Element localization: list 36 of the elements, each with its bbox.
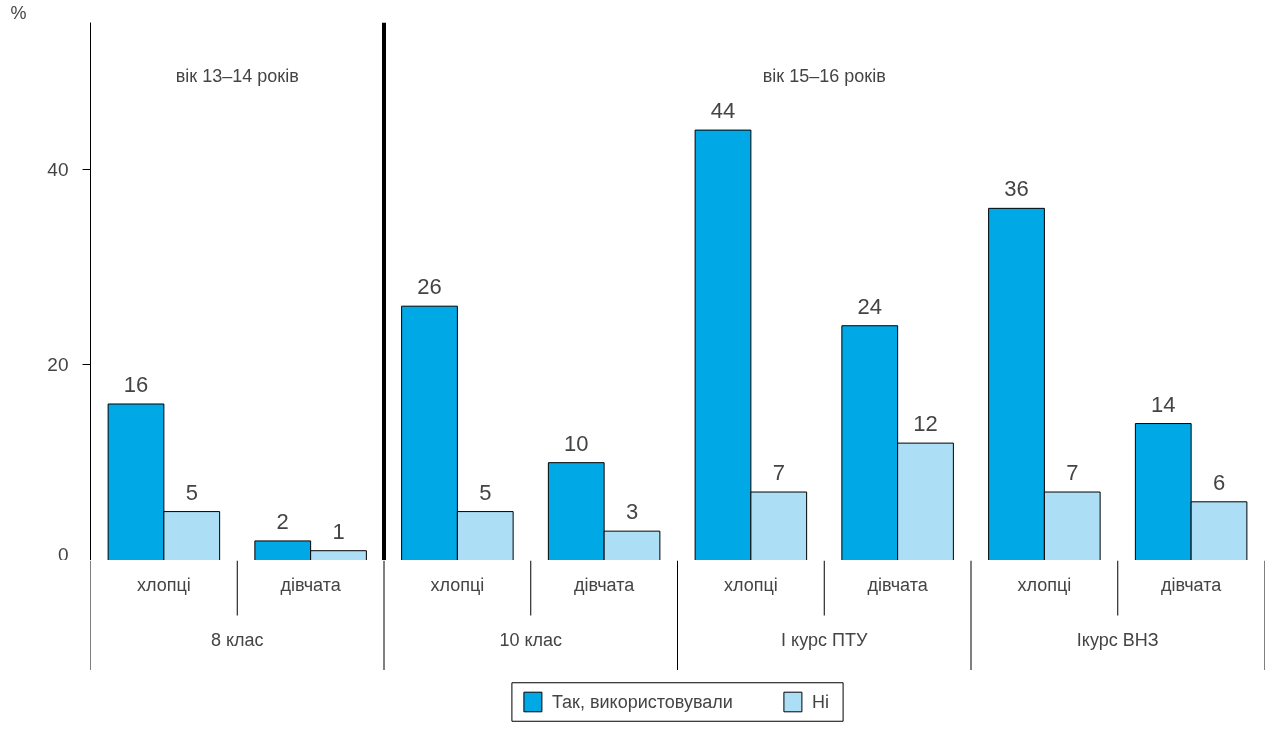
text: Ікурс ВНЗ [1076, 629, 1159, 650]
y-tick-label: 0 [57, 543, 69, 565]
data-label: 2 [276, 508, 289, 534]
data-label: 7 [1066, 460, 1079, 486]
data-label: 6 [1212, 469, 1226, 495]
legend-label: Ні [811, 692, 829, 712]
data-label: 16 [123, 371, 149, 397]
x-tick-label: дівчата [280, 574, 342, 595]
text: 10 клас [499, 629, 563, 650]
annotation: вік 13–14 років [175, 66, 299, 87]
x-tick-label: хлопці [723, 574, 778, 595]
data-label: 14 [1151, 391, 1176, 417]
data-label: 3 [625, 499, 639, 525]
data-label: 5 [185, 479, 198, 505]
y-tick-label: 40 [47, 158, 69, 180]
data-label: 24 [857, 293, 882, 319]
y-axis-title: % [10, 2, 27, 23]
legend-label: Так, використовували [551, 692, 733, 712]
data-label: 5 [479, 479, 492, 505]
data-label: 44 [710, 98, 736, 124]
y-tick-label: 20 [47, 354, 69, 376]
data-label: 7 [772, 460, 785, 486]
data-label: 1 [332, 518, 345, 544]
data-label: 12 [913, 411, 938, 437]
annotation: вік 15–16 років [762, 66, 886, 87]
x-tick-label: хлопці [430, 574, 485, 595]
x-tick-label: дівчата [573, 574, 636, 595]
data-label: 26 [417, 274, 442, 300]
text: І курс ПТУ [781, 629, 868, 650]
text: 8 клас [210, 629, 264, 650]
x-tick-label: хлопці [1017, 574, 1072, 595]
x-tick-label: дівчата [867, 574, 929, 595]
x-tick-label: дівчата [1160, 574, 1223, 595]
data-label: 10 [564, 430, 589, 456]
x-tick-label: хлопці [136, 574, 191, 595]
data-label: 36 [1004, 176, 1029, 202]
